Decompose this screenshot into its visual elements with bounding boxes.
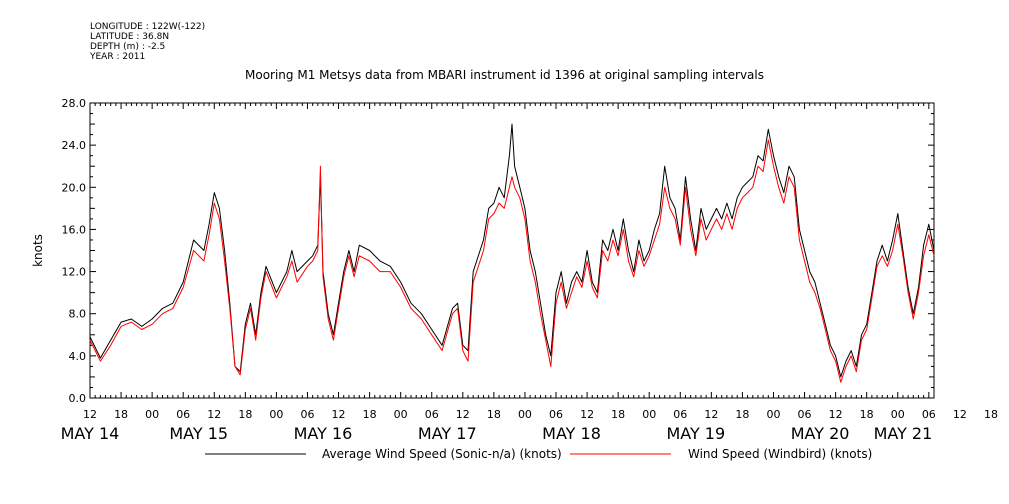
series-line-sonic	[89, 123, 935, 378]
meta-longitude: LONGITUDE : 122W(-122)	[90, 22, 206, 32]
x-hour-label: 18	[114, 408, 128, 421]
x-hour-label: 12	[704, 408, 718, 421]
x-hour-label: 06	[176, 408, 190, 421]
x-hour-label: 18	[238, 408, 252, 421]
x-hour-label: 18	[611, 408, 625, 421]
x-hour-label: 00	[394, 408, 408, 421]
x-hour-label: 06	[673, 408, 687, 421]
x-hour-label: 18	[487, 408, 501, 421]
x-hour-label: 06	[922, 408, 936, 421]
y-tick-label: 20.0	[62, 181, 87, 194]
y-tick-label: 16.0	[62, 223, 87, 236]
x-hour-label: 00	[518, 408, 532, 421]
series-line-windbird	[89, 139, 935, 383]
x-hour-label: 12	[829, 408, 843, 421]
x-hour-label: 00	[891, 408, 905, 421]
x-hour-label: 06	[549, 408, 563, 421]
x-day-label: MAY 21	[874, 424, 933, 443]
x-hour-label: 18	[860, 408, 874, 421]
y-tick-label: 4.0	[69, 350, 87, 363]
y-tick-label: 0.0	[69, 392, 87, 405]
y-axis-label: knots	[31, 234, 45, 267]
x-hour-label: 12	[953, 408, 967, 421]
x-hour-label: 06	[300, 408, 314, 421]
x-hour-label: 18	[735, 408, 749, 421]
x-day-label: MAY 18	[542, 424, 601, 443]
x-hour-label: 00	[145, 408, 159, 421]
x-hour-label: 12	[580, 408, 594, 421]
y-tick-label: 8.0	[69, 308, 87, 321]
x-hour-label: 06	[798, 408, 812, 421]
x-day-label: MAY 20	[791, 424, 850, 443]
x-day-label: MAY 16	[294, 424, 353, 443]
x-hour-label: 12	[83, 408, 97, 421]
x-hour-label: 12	[456, 408, 470, 421]
x-hour-label: 12	[207, 408, 221, 421]
chart-title: Mooring M1 Metsys data from MBARI instru…	[245, 68, 764, 82]
x-hour-label: 18	[984, 408, 998, 421]
legend-label-windbird: Wind Speed (Windbird) (knots)	[688, 447, 873, 461]
y-tick-label: 24.0	[62, 139, 87, 152]
y-tick-label: 12.0	[62, 266, 87, 279]
x-day-label: MAY 17	[418, 424, 477, 443]
plot-frame	[89, 102, 935, 399]
x-day-label: MAY 15	[169, 424, 228, 443]
x-hour-label: 00	[642, 408, 656, 421]
x-hour-label: 06	[425, 408, 439, 421]
meta-latitude: LATITUDE : 36.8N	[90, 32, 170, 42]
x-day-label: MAY 19	[666, 424, 725, 443]
meta-depth: DEPTH (m) : -2.5	[90, 42, 166, 52]
x-hour-label: 18	[363, 408, 377, 421]
legend-label-sonic: Average Wind Speed (Sonic-n/a) (knots)	[322, 447, 562, 461]
x-hour-label: 12	[332, 408, 346, 421]
x-hour-label: 00	[766, 408, 780, 421]
x-day-label: MAY 14	[61, 424, 120, 443]
meta-year: YEAR : 2011	[90, 52, 146, 62]
x-hour-label: 00	[269, 408, 283, 421]
y-tick-label: 28.0	[62, 97, 87, 110]
